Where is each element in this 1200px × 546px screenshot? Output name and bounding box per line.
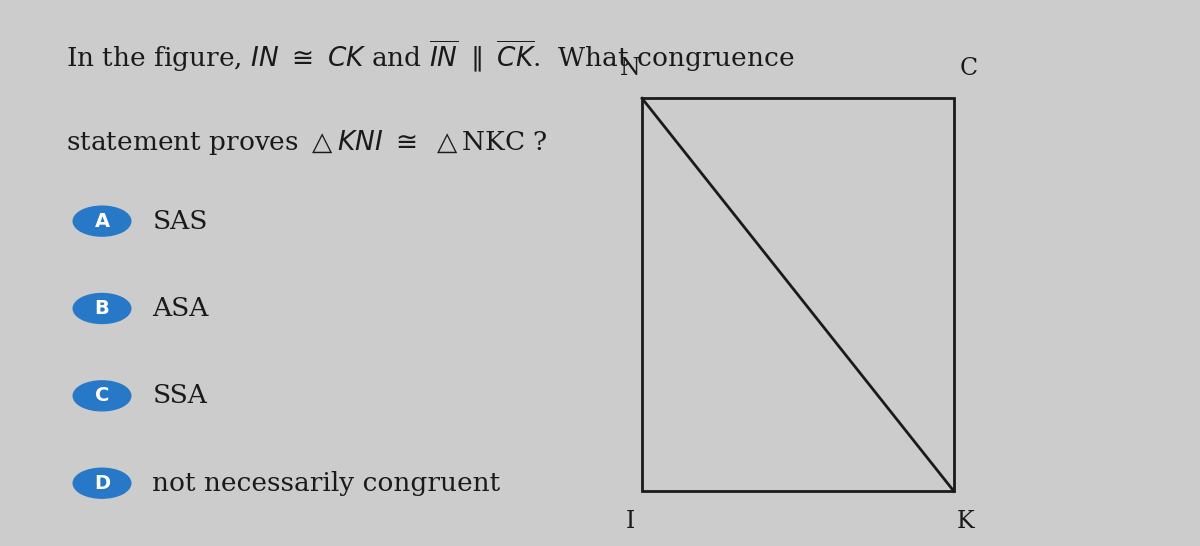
Text: statement proves $\triangle$$\mathit{KNI}$ $\cong$ $\triangle$NKC ?: statement proves $\triangle$$\mathit{KNI… xyxy=(66,128,547,157)
Text: SSA: SSA xyxy=(152,383,208,408)
Text: K: K xyxy=(958,510,974,533)
Text: In the figure, $\mathit{IN}$ $\cong$ $\mathit{CK}$ and $\overline{IN}$ $\paralle: In the figure, $\mathit{IN}$ $\cong$ $\m… xyxy=(66,38,794,74)
Text: C: C xyxy=(95,387,109,405)
Ellipse shape xyxy=(73,206,131,236)
Ellipse shape xyxy=(73,381,131,411)
Text: ASA: ASA xyxy=(152,296,209,321)
Text: D: D xyxy=(94,474,110,492)
Text: A: A xyxy=(95,212,109,230)
Ellipse shape xyxy=(73,468,131,498)
Bar xyxy=(642,98,954,491)
Text: I: I xyxy=(625,510,635,533)
Text: N: N xyxy=(619,57,641,80)
Text: B: B xyxy=(95,299,109,318)
Text: not necessarily congruent: not necessarily congruent xyxy=(152,471,500,496)
Text: SAS: SAS xyxy=(152,209,208,234)
Ellipse shape xyxy=(73,294,131,323)
Text: C: C xyxy=(959,57,978,80)
